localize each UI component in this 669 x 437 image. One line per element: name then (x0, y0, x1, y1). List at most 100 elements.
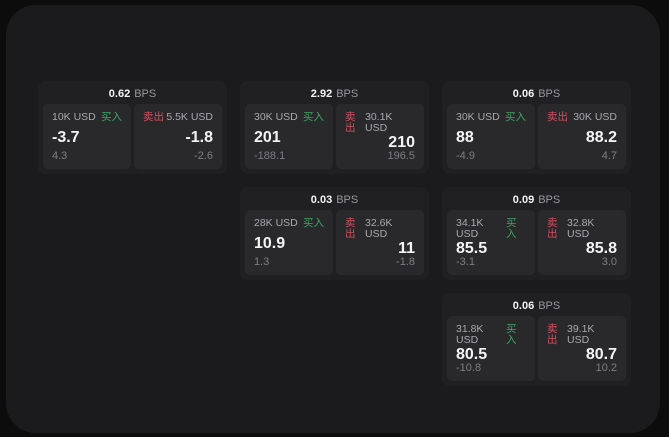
bps-unit-label: BPS (336, 193, 359, 206)
quote-card: 0.06 BPS 31.8K USD 买入 80.5 -10.8 卖出 39.1… (442, 293, 631, 386)
sell-tile-header: 卖出 30.1K USD (345, 112, 415, 133)
spread-header: 0.03 BPS (240, 187, 429, 210)
buy-tile-header: 28K USD 买入 (254, 218, 324, 229)
sell-amount: 5.5K USD (166, 111, 213, 123)
quote-card: 0.06 BPS 30K USD 买入 88 -4.9 卖出 30K USD (442, 81, 631, 174)
sell-amount: 32.8K USD (566, 217, 595, 240)
sell-side-label: 卖出 (547, 323, 558, 346)
bps-unit-label: BPS (538, 87, 561, 100)
spread-header: 0.06 BPS (442, 81, 631, 104)
sell-tile-header: 卖出 30K USD (547, 112, 617, 123)
buy-side-label: 买入 (101, 111, 122, 123)
sell-amount: 30K USD (573, 111, 617, 123)
quote-card: 0.03 BPS 28K USD 买入 10.9 1.3 卖出 32.6K US… (240, 187, 429, 280)
sell-tile-header: 卖出 39.1K USD (547, 324, 617, 345)
sell-side-label: 卖出 (547, 217, 558, 240)
sell-price: 88.2 (585, 128, 617, 146)
buy-tile[interactable]: 30K USD 买入 88 -4.9 (447, 104, 535, 169)
buy-tile[interactable]: 31.8K USD 买入 80.5 -10.8 (447, 316, 535, 381)
sell-side-label: 卖出 (345, 217, 356, 240)
sell-price: -1.8 (185, 128, 213, 146)
tile-row: 34.1K USD 买入 85.5 -3.1 卖出 32.8K USD 85.8… (447, 210, 626, 275)
buy-tile[interactable]: 28K USD 买入 10.9 1.3 (245, 210, 333, 275)
spread-value: 0.09 (512, 193, 535, 206)
buy-price: 85.5 (456, 240, 488, 257)
sell-price: 80.7 (585, 346, 617, 363)
buy-sub-value: -4.9 (456, 150, 475, 162)
buy-tile[interactable]: 34.1K USD 买入 85.5 -3.1 (447, 210, 535, 275)
buy-tile-header: 31.8K USD 买入 (456, 324, 526, 345)
spread-header: 0.09 BPS (442, 187, 631, 210)
sell-price: 85.8 (585, 240, 617, 257)
sell-tile-header: 卖出 32.8K USD (547, 218, 617, 239)
sell-amount: 30.1K USD (364, 111, 393, 134)
buy-sub-value: -188.1 (254, 150, 286, 162)
sell-side-label: 卖出 (547, 111, 568, 123)
buy-tile[interactable]: 30K USD 买入 201 -188.1 (245, 104, 333, 169)
buy-amount: 34.1K USD (456, 217, 484, 240)
sell-tile[interactable]: 卖出 32.8K USD 85.8 3.0 (538, 210, 626, 275)
buy-amount: 28K USD (254, 217, 298, 229)
sell-tile[interactable]: 卖出 39.1K USD 80.7 10.2 (538, 316, 626, 381)
buy-tile-header: 30K USD 买入 (254, 112, 324, 123)
sell-sub-value: -1.8 (396, 256, 415, 268)
tile-row: 10K USD 买入 -3.7 4.3 卖出 5.5K USD -1.8 -2.… (43, 104, 222, 169)
sell-side-label: 卖出 (345, 111, 356, 134)
sell-tile[interactable]: 卖出 5.5K USD -1.8 -2.6 (134, 104, 222, 169)
buy-sub-value: 4.3 (52, 150, 68, 162)
buy-amount: 30K USD (456, 111, 500, 123)
sell-tile[interactable]: 卖出 30.1K USD 210 196.5 (336, 104, 424, 169)
sell-sub-value: 10.2 (595, 362, 617, 374)
buy-sub-value: -3.1 (456, 256, 475, 268)
sell-tile-header: 卖出 5.5K USD (143, 112, 213, 123)
bps-unit-label: BPS (134, 87, 157, 100)
buy-tile-header: 30K USD 买入 (456, 112, 526, 123)
spread-header: 0.06 BPS (442, 293, 631, 316)
buy-tile-header: 34.1K USD 买入 (456, 218, 526, 239)
sell-sub-value: 196.5 (387, 150, 415, 162)
spread-header: 0.62 BPS (38, 81, 227, 104)
spread-value: 0.06 (512, 87, 535, 100)
tile-row: 30K USD 买入 88 -4.9 卖出 30K USD 88.2 4.7 (447, 104, 626, 169)
sell-price: 11 (398, 240, 415, 257)
sell-price: 210 (388, 134, 415, 151)
sell-tile-header: 卖出 32.6K USD (345, 218, 415, 239)
tile-row: 28K USD 买入 10.9 1.3 卖出 32.6K USD 11 -1.8 (245, 210, 424, 275)
spread-value: 0.62 (108, 87, 131, 100)
buy-side-label: 买入 (505, 111, 526, 123)
sell-tile[interactable]: 卖出 30K USD 88.2 4.7 (538, 104, 626, 169)
sell-amount: 39.1K USD (566, 323, 595, 346)
buy-price: -3.7 (52, 128, 80, 146)
buy-price: 201 (254, 128, 281, 146)
quote-card: 0.62 BPS 10K USD 买入 -3.7 4.3 卖出 5.5K USD (38, 81, 227, 174)
sell-tile[interactable]: 卖出 32.6K USD 11 -1.8 (336, 210, 424, 275)
bps-unit-label: BPS (538, 299, 561, 312)
quote-card: 2.92 BPS 30K USD 买入 201 -188.1 卖出 30.1K … (240, 81, 429, 174)
quote-card: 0.09 BPS 34.1K USD 买入 85.5 -3.1 卖出 32.8K… (442, 187, 631, 280)
buy-price: 80.5 (456, 346, 488, 363)
spread-header: 2.92 BPS (240, 81, 429, 104)
buy-amount: 31.8K USD (456, 323, 484, 346)
buy-tile[interactable]: 10K USD 买入 -3.7 4.3 (43, 104, 131, 169)
buy-sub-value: -10.8 (456, 362, 482, 374)
sell-sub-value: 4.7 (601, 150, 617, 162)
sell-sub-value: 3.0 (601, 256, 617, 268)
spread-value: 0.06 (512, 299, 535, 312)
spread-value: 2.92 (310, 87, 333, 100)
buy-price: 88 (456, 128, 474, 146)
sell-side-label: 卖出 (143, 111, 164, 123)
buy-side-label: 买入 (303, 111, 324, 123)
buy-side-label: 买入 (506, 217, 517, 240)
bps-unit-label: BPS (336, 87, 359, 100)
buy-sub-value: 1.3 (254, 256, 270, 268)
tile-row: 31.8K USD 买入 80.5 -10.8 卖出 39.1K USD 80.… (447, 316, 626, 381)
spread-value: 0.03 (310, 193, 333, 206)
buy-side-label: 买入 (506, 323, 517, 346)
buy-tile-header: 10K USD 买入 (52, 112, 122, 123)
buy-price: 10.9 (254, 234, 286, 252)
quote-cards-grid: 0.62 BPS 10K USD 买入 -3.7 4.3 卖出 5.5K USD (38, 81, 631, 386)
sell-sub-value: -2.6 (194, 150, 213, 162)
buy-amount: 30K USD (254, 111, 298, 123)
buy-side-label: 买入 (303, 217, 324, 229)
